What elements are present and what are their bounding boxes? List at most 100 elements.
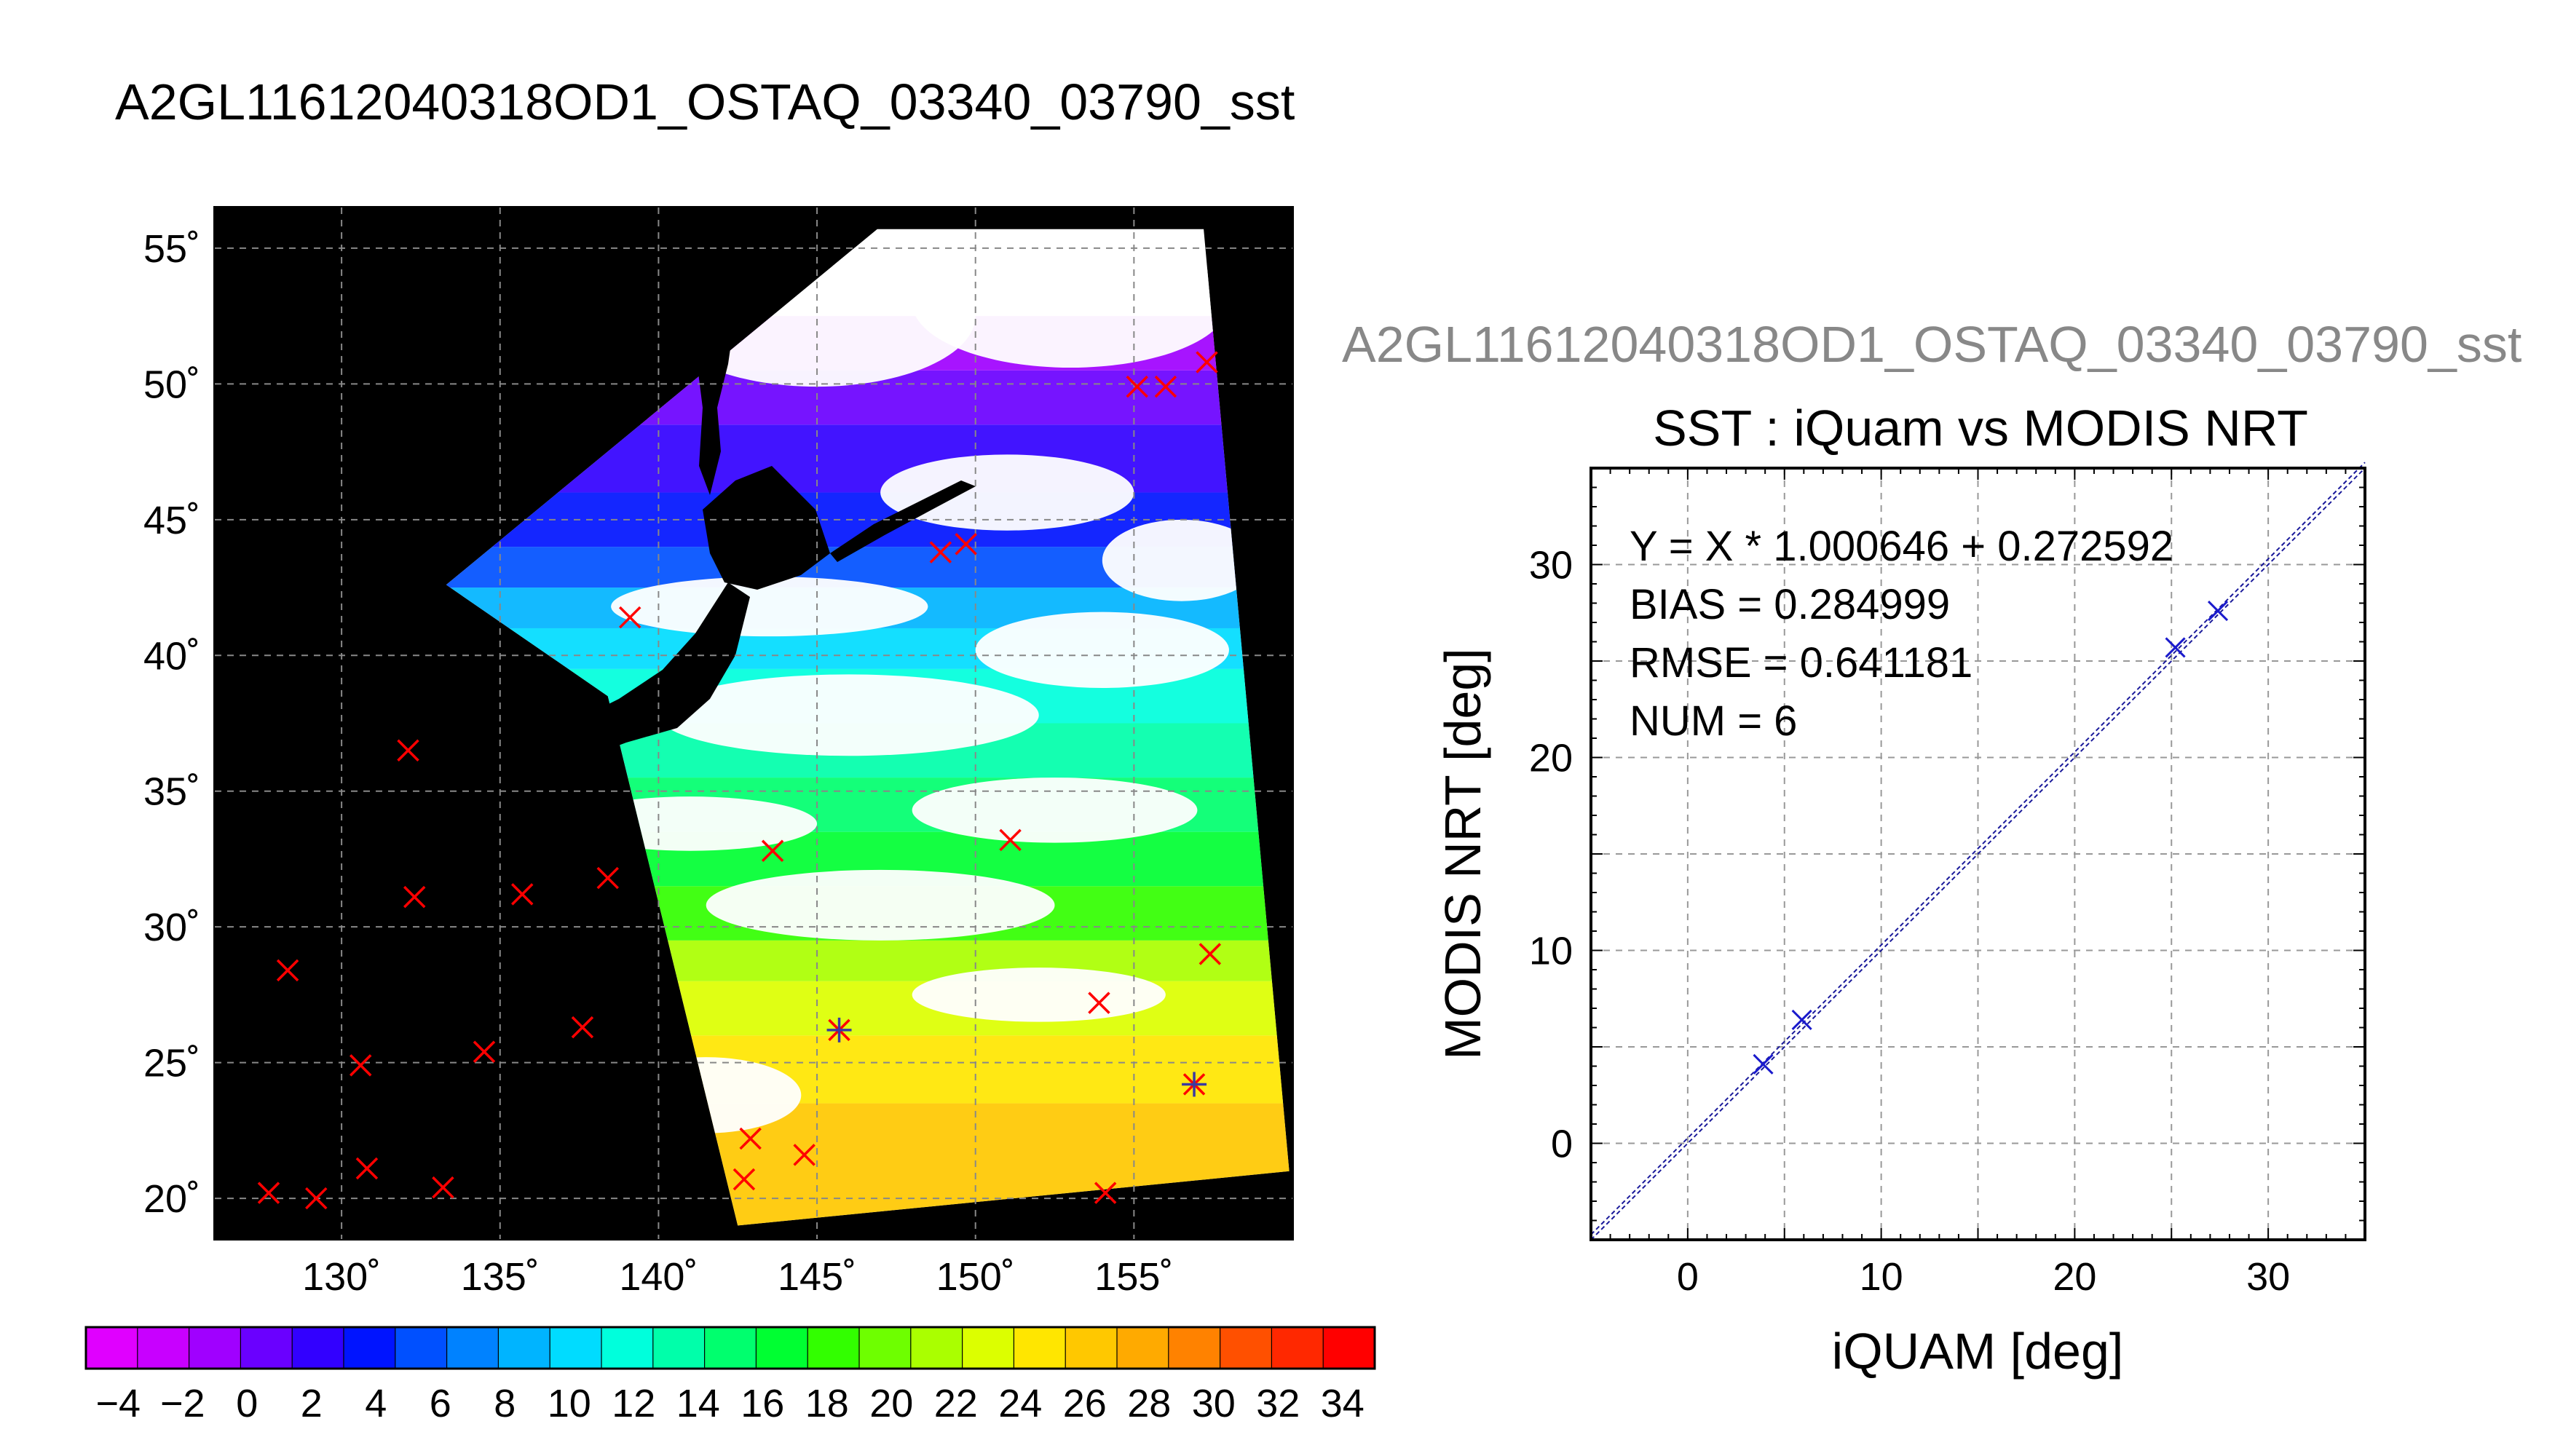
colorbar-cell <box>1014 1327 1066 1369</box>
map-latitude-labels: 20˚ 25˚ 30˚ 35˚ 40˚ 45˚ 50˚ 55˚ <box>143 227 200 1221</box>
regression-line <box>1590 462 2366 1241</box>
fit-line <box>1590 462 2366 1235</box>
colorbar-label: 0 <box>236 1382 258 1425</box>
colorbar-cell <box>1065 1327 1118 1369</box>
observation-x-marker <box>432 1176 454 1199</box>
colorbar-cell <box>446 1327 499 1369</box>
identity-line <box>1590 467 2366 1241</box>
colorbar-label: 8 <box>494 1382 516 1425</box>
scatter-panel-label: A2GL11612040318OD1_OSTAQ_03340_03790_sst <box>1342 316 2522 373</box>
scatter-stat-line: NUM = 6 <box>1630 697 1797 745</box>
observation-star-marker <box>1182 1072 1207 1097</box>
land-masses <box>539 277 976 764</box>
map-lon-label: 155˚ <box>1094 1255 1173 1299</box>
map-lon-label: 145˚ <box>778 1255 856 1299</box>
observation-x-marker <box>761 839 784 862</box>
scatter-x-tick-label: 20 <box>2053 1255 2096 1299</box>
map-panel: 130˚ 135˚ 140˚ 145˚ 150˚ 155˚ 20˚ 25˚ 30˚ 35˚ 40˚… <box>143 206 1294 1299</box>
scatter-point <box>1753 1053 1774 1075</box>
map-lat-label: 45˚ <box>143 499 200 542</box>
observation-x-marker <box>1154 375 1177 398</box>
colorbar-cell <box>189 1327 241 1369</box>
scatter-y-axis-label: MODIS NRT [deg] <box>1434 648 1491 1059</box>
colorbar-cell <box>292 1327 344 1369</box>
colorbar-label: 24 <box>998 1382 1042 1425</box>
cloud-patch <box>880 454 1134 531</box>
observation-x-marker <box>1196 351 1218 373</box>
cloud-patch <box>611 577 928 637</box>
observation-x-marker <box>999 828 1022 852</box>
observation-x-marker <box>732 1168 756 1191</box>
map-lon-label: 130˚ <box>302 1255 381 1299</box>
map-lat-label: 25˚ <box>143 1042 200 1085</box>
observation-x-marker <box>793 1144 816 1166</box>
observation-x-marker <box>596 866 620 890</box>
colorbar-cell <box>1168 1327 1221 1369</box>
observation-x-marker <box>955 533 977 555</box>
colorbar-cell <box>962 1327 1014 1369</box>
colorbar-label: 20 <box>869 1382 913 1425</box>
observation-x-marker <box>403 885 426 909</box>
colorbar-label: 28 <box>1127 1382 1171 1425</box>
colorbar-cell <box>550 1327 602 1369</box>
scatter-stat-line: BIAS = 0.284999 <box>1630 581 1950 628</box>
observation-x-marker <box>1088 992 1110 1014</box>
colorbar: −4 −2 0 2 4 6 8 10 12 14 16 18 20 22 24 26 28 30 32 34 <box>84 1326 1376 1425</box>
colorbar-label: 14 <box>676 1382 720 1425</box>
colorbar-label: 30 <box>1192 1382 1236 1425</box>
map-longitude-labels: 130˚ 135˚ 140˚ 145˚ 150˚ 155˚ <box>302 1255 1173 1299</box>
colorbar-label: 26 <box>1063 1382 1107 1425</box>
colorbar-cell <box>344 1327 396 1369</box>
sakhalin-island <box>681 277 735 495</box>
colorbar-cell <box>756 1327 808 1369</box>
colorbar-label: 18 <box>805 1382 849 1425</box>
colorbar-label: 6 <box>430 1382 451 1425</box>
colorbar-cell <box>704 1327 757 1369</box>
cloud-patch <box>706 869 1055 941</box>
colorbar-cell <box>1271 1327 1324 1369</box>
observation-x-marker <box>355 1157 379 1180</box>
colorbar-label: −2 <box>160 1382 205 1425</box>
scatter-y-tick-label: 30 <box>1529 544 1573 587</box>
cloud-patch <box>912 237 1229 368</box>
scatter-stat-line: RMSE = 0.641181 <box>1630 639 1972 687</box>
cloud-patch <box>975 612 1229 689</box>
colorbar-cell <box>86 1327 138 1369</box>
map-lat-label: 50˚ <box>143 363 200 406</box>
scatter-x-tick-label: 0 <box>1677 1255 1699 1299</box>
kuril-islands <box>830 480 976 562</box>
colorbar-cell <box>1117 1327 1169 1369</box>
colorbar-cell <box>601 1327 654 1369</box>
scatter-x-tick-label: 10 <box>1860 1255 1903 1299</box>
cloud-patch <box>912 968 1166 1022</box>
observation-x-marker <box>473 1040 496 1063</box>
scatter-y-tick-label: 20 <box>1529 737 1573 780</box>
scatter-stats: Y = X * 1.000646 + 0.272592 BIAS = 0.2849… <box>1630 523 2173 745</box>
colorbar-label: −4 <box>95 1382 141 1425</box>
observation-x-marker <box>571 1016 594 1039</box>
observation-x-marker <box>1198 943 1222 965</box>
colorbar-cell <box>498 1327 550 1369</box>
observation-x-marker <box>349 1054 372 1077</box>
scatter-x-tick-labels: 0 10 20 30 <box>1677 1255 2290 1299</box>
colorbar-label: 2 <box>301 1382 323 1425</box>
map-lat-label: 20˚ <box>143 1177 200 1221</box>
colorbar-label: 22 <box>934 1382 978 1425</box>
scatter-point <box>1791 1009 1812 1030</box>
colorbar-cell <box>859 1327 912 1369</box>
scatter-frame <box>1590 467 2366 1241</box>
map-observation-markers <box>257 351 1222 1210</box>
map-lat-label: 35˚ <box>143 770 200 814</box>
colorbar-label: 10 <box>548 1382 591 1425</box>
scatter-y-tick-labels: 0 10 20 30 <box>1529 544 1573 1166</box>
figure-title: A2GL11612040318OD1_OSTAQ_03340_03790_sst <box>115 74 1295 130</box>
colorbar-cell <box>652 1327 706 1369</box>
observation-x-marker <box>510 883 534 906</box>
colorbar-cell <box>910 1327 963 1369</box>
colorbar-cell <box>1220 1327 1272 1369</box>
honshu-island <box>539 582 750 764</box>
colorbar-frame <box>84 1326 1376 1370</box>
hokkaido-island <box>703 466 830 590</box>
observation-x-marker <box>305 1187 328 1210</box>
colorbar-cell <box>240 1327 293 1369</box>
